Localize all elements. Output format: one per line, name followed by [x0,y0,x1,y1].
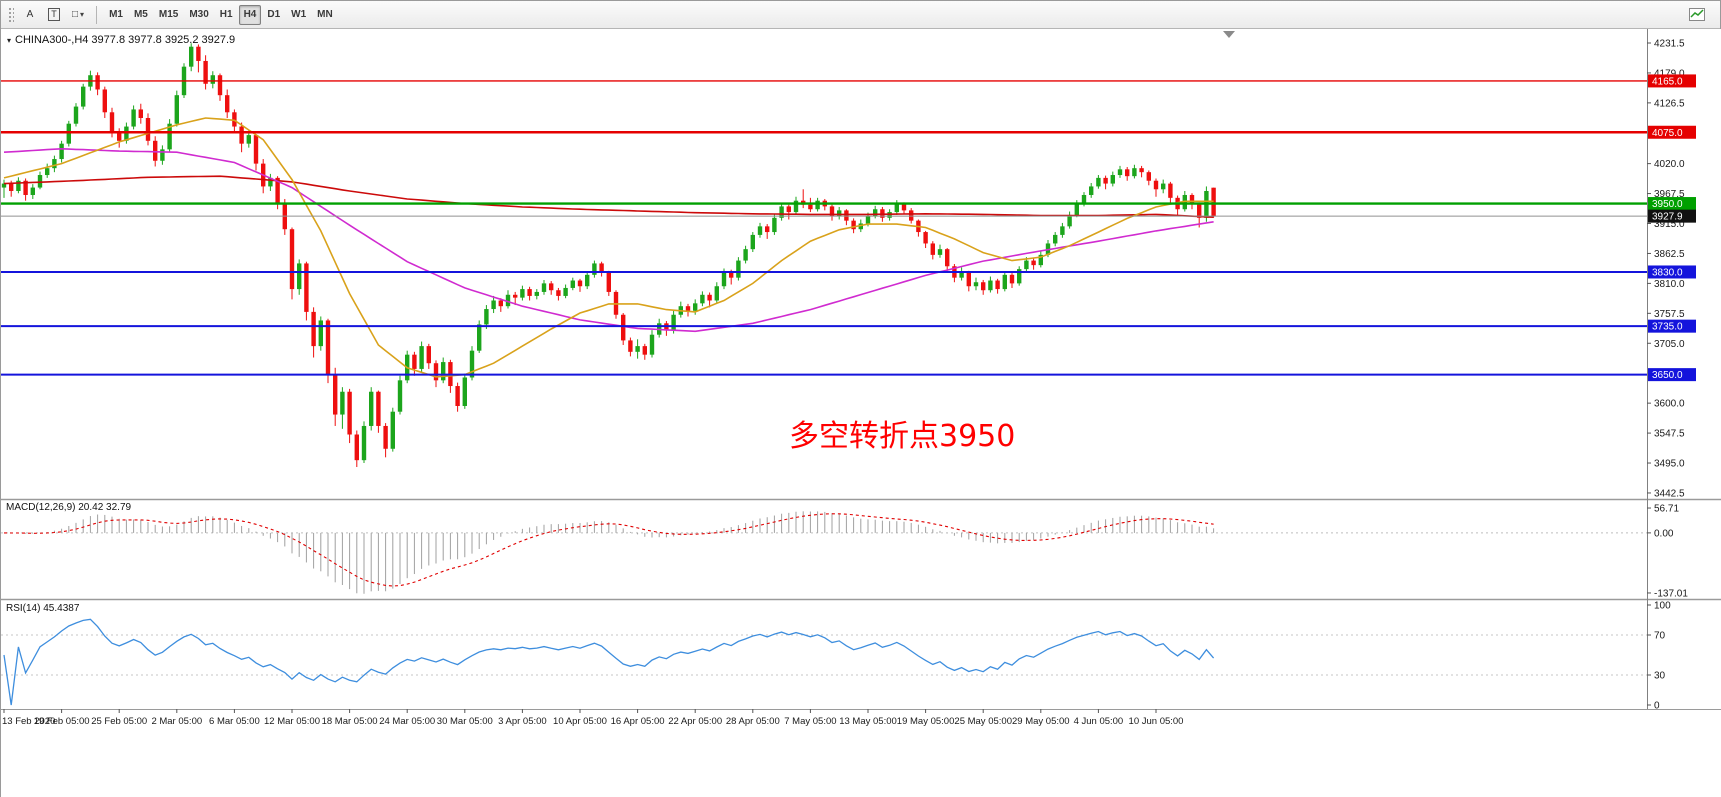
rsi-tick-label: 100 [1654,601,1671,612]
symbol-ohlc-text: CHINA300-,H4 3977.8 3977.8 3925.2 3927.9 [15,34,236,46]
price-level-badge: 3650.0 [1648,368,1696,382]
chart-annotation-text[interactable]: 多空转折点3950 [789,419,1016,454]
price-tick-label: 3757.5 [1654,309,1685,320]
rsi-tick-label: 70 [1654,631,1666,642]
price-tick-label: 3600.0 [1654,399,1685,410]
time-axis-label: 3 Apr 05:00 [498,716,547,727]
rsi-line [3,618,1215,706]
chart-symbol-header[interactable]: ▾ CHINA300-,H4 3977.8 3977.8 3925.2 3927… [7,34,235,46]
time-axis-label: 25 May 05:00 [954,716,1012,727]
rsi-tick-label: 0 [1654,701,1660,712]
time-axis-label: 25 Feb 05:00 [91,716,147,727]
chart-svg[interactable]: 4231.5 4179.0 4126.5 4020.0 3967.5 3915.0 3862… [1,29,1721,797]
toolbar-grip[interactable] [8,6,14,23]
svg-text:3830.0: 3830.0 [1652,267,1683,278]
timeframe-d1-button[interactable]: D1 [262,5,285,25]
mini-chart-icon [1689,8,1705,21]
price-tick-label: 4126.5 [1654,98,1685,109]
chart-shift-marker[interactable] [1223,31,1235,38]
price-tick-label: 3495.0 [1654,459,1685,470]
time-axis-label: 28 Apr 05:00 [726,716,780,727]
svg-text:4165.0: 4165.0 [1652,76,1683,87]
timeframe-m1-button[interactable]: M1 [104,5,128,25]
symbol-dropdown-icon[interactable]: ▾ [7,35,12,45]
price-tick-label: 3862.5 [1654,249,1685,260]
time-axis-label: 16 Apr 05:00 [611,716,665,727]
letter-a-icon: A [26,9,34,20]
chart-mode-button[interactable] [1684,5,1710,25]
timeframe-mn-button[interactable]: MN [312,5,338,25]
macd-signal-line [3,513,1214,587]
price-tick-label: 3810.0 [1654,279,1685,290]
time-axis-label: 2 Mar 05:00 [151,716,202,727]
price-tick-label: 4179.0 [1654,68,1685,79]
toolbar: A T □ ▾ M1 M5 M15 M30 H1 H4 D1 W1 MN [1,1,1720,29]
shapes-button[interactable]: □ ▾ [67,5,89,25]
time-axis-label: 30 Mar 05:00 [437,716,493,727]
timeframe-h4-button[interactable]: H4 [238,4,262,25]
time-axis-label: 29 May 05:00 [1012,716,1070,727]
price-tick-label: 3547.5 [1654,429,1685,440]
time-axis-label: 24 Mar 05:00 [379,716,435,727]
macd-histogram [10,511,1215,594]
price-level-badge: 3830.0 [1648,265,1696,279]
price-level-badge: 3927.9 [1648,209,1696,223]
ma-slow-red[interactable] [3,175,1214,218]
svg-text:4075.0: 4075.0 [1652,128,1683,139]
price-tick-label: 3442.5 [1654,488,1685,499]
svg-text:3950.0: 3950.0 [1652,199,1683,210]
macd-tick-label: -137.01 [1654,588,1688,599]
timeframe-m30-button[interactable]: M30 [184,5,213,25]
time-axis-label: 12 Mar 05:00 [264,716,320,727]
chevron-down-icon: ▾ [80,10,85,19]
annotation-text-button[interactable]: A [19,5,41,25]
price-tick-label: 4231.5 [1654,39,1685,50]
price-tick-label: 3915.0 [1654,219,1685,230]
text-box-icon: T [48,8,60,21]
time-axis-label: 19 May 05:00 [897,716,955,727]
svg-text:3927.9: 3927.9 [1652,212,1683,223]
price-tick-label: 3705.0 [1654,339,1685,350]
timeframe-w1-button[interactable]: W1 [286,5,311,25]
toolbar-divider [96,5,98,24]
time-axis-label: 18 Mar 05:00 [322,716,378,727]
candles [1,43,1216,468]
macd-tick-label: 0.00 [1654,528,1674,539]
timeframe-h1-button[interactable]: H1 [215,5,238,25]
time-axis-label: 7 May 05:00 [784,716,836,727]
svg-text:3735.0: 3735.0 [1652,322,1683,333]
price-level-badge: 4165.0 [1648,74,1696,88]
time-axis-label: 6 Mar 05:00 [209,716,260,727]
rsi-indicator-label: RSI(14) 45.4387 [6,603,80,614]
price-level-badge: 3950.0 [1648,197,1696,211]
time-axis-label: 10 Jun 05:00 [1129,716,1184,727]
time-axis-label: 13 May 05:00 [839,716,897,727]
svg-text:3650.0: 3650.0 [1652,370,1683,381]
price-level-badge: 4075.0 [1648,125,1696,139]
price-level-badge: 3735.0 [1648,319,1696,333]
price-scale[interactable]: 4231.5 4179.0 4126.5 4020.0 3967.5 3915.0 3862… [1647,39,1688,712]
timeframe-buttons: M1 M5 M15 M30 H1 H4 D1 W1 MN [104,4,338,25]
macd-indicator-label: MACD(12,26,9) 20.42 32.79 [6,502,132,513]
ma-fast-orange[interactable] [3,117,1214,378]
rsi-tick-label: 30 [1654,671,1666,682]
ma-mid-magenta[interactable] [3,147,1214,333]
time-axis-label: 22 Apr 05:00 [668,716,722,727]
price-tick-label: 3967.5 [1654,189,1685,200]
timeframe-m15-button[interactable]: M15 [154,5,183,25]
macd-tick-label: 56.71 [1654,504,1679,515]
price-tick-label: 4020.0 [1654,159,1685,170]
text-label-button[interactable]: T [43,5,65,25]
time-axis-label: 4 Jun 05:00 [1074,716,1124,727]
time-axis-label: 19 Feb 05:00 [34,716,90,727]
time-axis-label: 13 Feb 2020 [2,716,55,727]
timeframe-m5-button[interactable]: M5 [129,5,153,25]
chart-area[interactable]: 4231.5 4179.0 4126.5 4020.0 3967.5 3915.0 3862… [1,29,1721,797]
shapes-icon: □ [72,9,79,20]
time-axis-label: 10 Apr 05:00 [553,716,607,727]
